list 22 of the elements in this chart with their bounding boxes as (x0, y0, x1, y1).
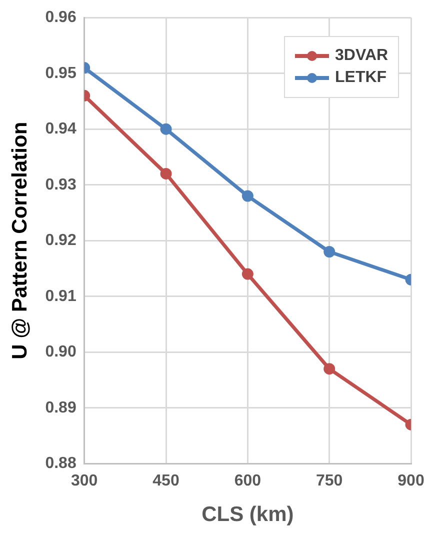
point (242, 268, 254, 280)
y-axis-title: U @ Pattern Correlation (8, 122, 32, 360)
point (242, 190, 254, 202)
y-tick-label: 0.91 (45, 288, 76, 305)
x-tick-label: 600 (234, 472, 262, 490)
y-tick-label: 0.92 (45, 232, 76, 250)
legend-label: 3DVAR (335, 46, 388, 65)
x-tick-label: 300 (70, 472, 98, 490)
x-tick-label: 750 (316, 472, 343, 490)
x-tick-label: 450 (152, 472, 180, 490)
point (160, 168, 172, 180)
x-tick-label: 900 (398, 472, 424, 490)
y-tick-label: 0.89 (45, 399, 76, 416)
x-axis-title: CLS (km) (202, 503, 294, 526)
y-tick-label: 0.93 (45, 176, 76, 194)
y-tick-label: 0.96 (45, 9, 76, 26)
legend-label: LETKF (335, 68, 387, 87)
point (160, 123, 172, 135)
y-tick-label: 0.94 (45, 120, 76, 138)
y-tick-label: 0.88 (45, 455, 76, 472)
y-tick-label: 0.90 (45, 344, 76, 361)
y-tick-label: 0.95 (45, 64, 76, 82)
